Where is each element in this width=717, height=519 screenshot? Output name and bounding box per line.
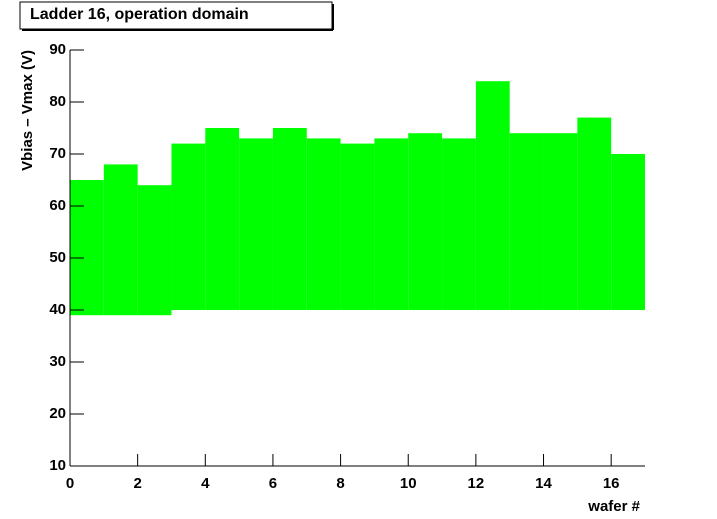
bar: [70, 180, 104, 316]
bar: [611, 154, 645, 310]
bar: [103, 164, 138, 316]
bar: [543, 133, 578, 310]
y-tick-label: 90: [49, 41, 66, 58]
chart-title: Ladder 16, operation domain: [30, 6, 249, 23]
y-tick-label: 30: [49, 353, 66, 370]
y-tick-label: 80: [49, 93, 66, 110]
x-tick-label: 8: [336, 475, 344, 492]
y-tick-label: 60: [49, 197, 66, 214]
x-tick-label: 12: [468, 475, 485, 492]
x-tick-label: 4: [201, 475, 210, 492]
bar: [171, 143, 206, 310]
y-tick-label: 70: [49, 145, 66, 162]
bar: [374, 138, 409, 310]
y-axis-label: Vbias – Vmax (V): [19, 50, 36, 171]
bar: [475, 81, 510, 310]
x-tick-label: 14: [535, 475, 552, 492]
y-tick-label: 50: [49, 249, 66, 266]
bar: [137, 185, 172, 316]
bar: [340, 143, 375, 310]
bar: [239, 138, 273, 310]
bar: [306, 138, 341, 310]
bar: [442, 138, 476, 310]
bar: [408, 133, 443, 310]
bar: [577, 117, 612, 310]
x-tick-label: 16: [603, 475, 620, 492]
bar: [272, 128, 307, 310]
y-tick-label: 20: [49, 405, 66, 422]
x-tick-label: 6: [269, 475, 277, 492]
bar: [205, 128, 240, 310]
bar: [509, 133, 544, 310]
y-tick-label: 10: [49, 457, 66, 474]
title-box: [19, 1, 333, 30]
x-tick-label: 10: [400, 475, 417, 492]
x-axis-label: wafer #: [587, 498, 640, 515]
x-tick-label: 2: [133, 475, 141, 492]
y-tick-label: 40: [49, 301, 66, 318]
x-tick-label: 0: [66, 475, 74, 492]
